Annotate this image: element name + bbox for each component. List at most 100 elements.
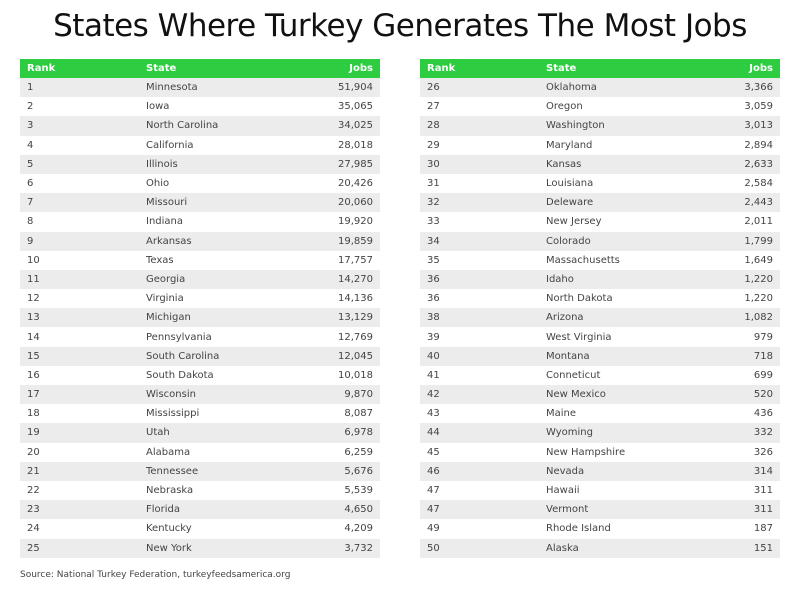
cell-jobs: 14,270 [338,273,373,285]
cell-jobs: 2,584 [744,178,773,190]
cell-state: Utah [146,427,170,439]
cell-rank: 38 [427,312,440,324]
table-row: 32 Deleware 2,443 [420,193,780,213]
table-row: 21 Tennessee 5,676 [20,461,380,481]
cell-state: Oregon [546,101,583,113]
cell-jobs: 6,259 [344,446,373,458]
cell-rank: 26 [427,82,440,94]
cell-rank: 20 [27,446,40,458]
cell-jobs: 28,018 [338,139,373,151]
table-row: 43 Maine 436 [420,404,780,423]
cell-rank: 5 [27,158,34,170]
table-row: 23 Florida 4,650 [20,500,380,520]
source-note: Source: National Turkey Federation, turk… [20,570,291,580]
cell-jobs: 19,920 [338,216,373,228]
cell-rank: 3 [27,120,34,132]
cell-jobs: 326 [753,446,773,458]
cell-rank: 27 [427,101,440,113]
table-row: 33 New Jersey 2,011 [420,212,780,231]
cell-state: West Virginia [546,331,612,343]
table-row: 24 Kentucky 4,209 [20,519,380,538]
cell-jobs: 1,799 [744,235,773,247]
cell-jobs: 6,978 [344,427,373,439]
cell-state: New Hampshire [546,446,626,458]
cell-jobs: 187 [753,523,773,535]
cell-state: Minnesota [146,82,198,94]
cell-rank: 16 [27,369,40,381]
cell-rank: 33 [427,216,440,228]
cell-state: Virginia [146,293,184,305]
table-header: Rank State Jobs [20,59,380,78]
table-row: 42 New Mexico 520 [420,385,780,405]
header-jobs: Jobs [349,63,373,74]
jobs-table-right: Rank State Jobs 26 Oklahoma 3,366 27 Oregon 3… [420,59,780,558]
table-row: 45 New Hampshire 326 [420,443,780,462]
cell-rank: 35 [427,254,440,266]
cell-jobs: 19,859 [338,235,373,247]
cell-jobs: 314 [753,465,773,477]
table-row: 35 Massachusetts 1,649 [420,251,780,270]
cell-rank: 17 [27,389,40,401]
cell-state: Maryland [546,139,593,151]
jobs-table-left: Rank State Jobs 1 Minnesota 51,904 2 Iowa 35,… [20,59,380,558]
cell-jobs: 4,209 [344,523,373,535]
table-row: 5 Illinois 27,985 [20,154,380,174]
cell-rank: 9 [27,235,34,247]
cell-rank: 45 [427,446,440,458]
cell-jobs: 27,985 [338,158,373,170]
cell-state: Wisconsin [146,389,196,401]
table-row: 3 North Carolina 34,025 [20,116,380,136]
table-row: 14 Pennsylvania 12,769 [20,327,380,346]
cell-jobs: 3,366 [744,82,773,94]
table-row: 36 Idaho 1,220 [420,269,780,290]
cell-state: Deleware [546,197,594,209]
cell-rank: 30 [427,158,440,170]
cell-jobs: 2,633 [744,158,773,170]
cell-state: Kansas [546,158,582,170]
cell-state: New York [146,542,192,554]
cell-rank: 46 [427,465,440,477]
cell-rank: 8 [27,216,34,228]
cell-state: Colorado [546,235,591,247]
cell-jobs: 51,904 [338,82,373,94]
table-row: 19 Utah 6,978 [20,423,380,443]
cell-state: Kentucky [146,523,192,535]
cell-jobs: 2,011 [744,216,773,228]
cell-state: Arkansas [146,235,192,247]
table-row: 13 Michigan 13,129 [20,308,380,328]
table-row: 10 Texas 17,757 [20,251,380,270]
header-state: State [546,63,577,74]
cell-rank: 42 [427,389,440,401]
cell-state: California [146,139,194,151]
cell-jobs: 1,220 [744,273,773,285]
table-row: 15 South Carolina 12,045 [20,346,380,366]
cell-state: Louisiana [546,178,594,190]
header-jobs: Jobs [749,63,773,74]
table-row: 44 Wyoming 332 [420,423,780,443]
cell-jobs: 17,757 [338,254,373,266]
cell-state: Texas [146,254,174,266]
cell-rank: 10 [27,254,40,266]
cell-jobs: 332 [753,427,773,439]
cell-rank: 18 [27,408,40,420]
table-row: 27 Oregon 3,059 [420,97,780,116]
cell-jobs: 34,025 [338,120,373,132]
cell-rank: 50 [427,542,440,554]
cell-state: Vermont [546,504,589,516]
cell-jobs: 3,013 [744,120,773,132]
cell-jobs: 1,082 [744,312,773,324]
cell-jobs: 4,650 [344,504,373,516]
cell-state: Tennessee [146,465,199,477]
table-row: 36 North Dakota 1,220 [420,289,780,308]
cell-rank: 12 [27,293,40,305]
table-row: 39 West Virginia 979 [420,327,780,346]
cell-state: South Carolina [146,350,220,362]
table-row: 38 Arizona 1,082 [420,308,780,328]
table-row: 11 Georgia 14,270 [20,269,380,290]
cell-rank: 47 [427,485,440,497]
cell-state: North Dakota [546,293,613,305]
table-row: 1 Minnesota 51,904 [20,78,380,98]
cell-rank: 15 [27,350,40,362]
cell-rank: 29 [427,139,440,151]
cell-rank: 47 [427,504,440,516]
